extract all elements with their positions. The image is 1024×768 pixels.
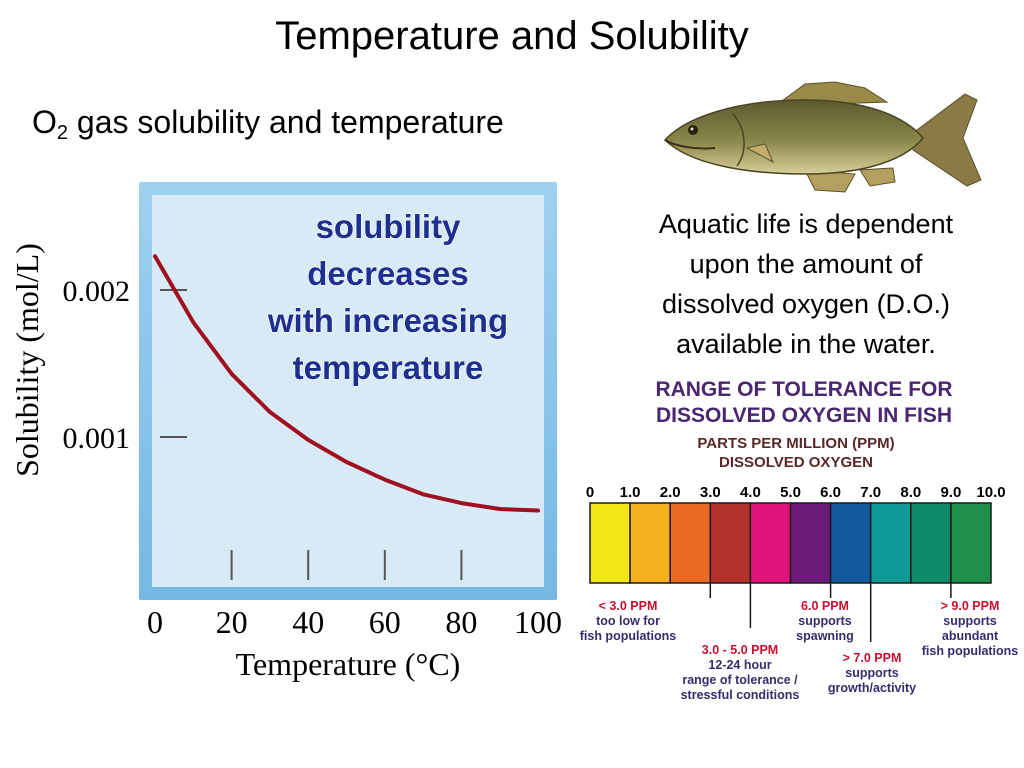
ppm-note-line: > 9.0 PPM [941, 599, 1000, 613]
aquatic-line: available in the water. [676, 329, 936, 359]
solubility-curve [153, 254, 540, 513]
y-axis-label: Solubility (mol/L) [9, 243, 45, 477]
solubility-chart: 0.001 0.002 0 20 40 60 80 100 Temperature (°C)… [9, 182, 562, 682]
oxygen-tolerance-chart: RANGE OF TOLERANCE FOR DISSOLVED OXYGEN … [580, 378, 1019, 702]
subtitle-subscript: 2 [56, 122, 69, 144]
ppm-note-line: stressful conditions [681, 688, 800, 702]
ppm-band [669, 502, 712, 584]
ppm-note-line: supports [845, 666, 899, 680]
ppm-note-line: fish populations [580, 629, 677, 643]
ppm-scale-label: 3.0 [700, 484, 721, 501]
ppm-note-line: too low for [596, 614, 660, 628]
ppm-band [950, 502, 992, 584]
ppm-note-line: growth/activity [828, 681, 916, 695]
y-tick-labels: 0.001 0.002 [63, 275, 131, 455]
x-tick-label: 100 [514, 604, 562, 640]
fish-image [663, 81, 982, 193]
annotation-line: with increasing [267, 302, 508, 339]
x-tick-label: 80 [445, 604, 477, 640]
ppm-band [869, 502, 912, 584]
ppm-note-line: 3.0 - 5.0 PPM [702, 643, 778, 657]
ppm-scale-label: 8.0 [900, 484, 921, 501]
ppm-band [589, 502, 631, 584]
x-tick-label: 20 [216, 604, 248, 640]
annotation-line: solubility [316, 208, 461, 245]
annotation-line: temperature [293, 349, 484, 386]
x-tick-label: 40 [292, 604, 324, 640]
x-tick-label: 60 [369, 604, 401, 640]
ppm-band [749, 502, 792, 584]
ppm-note-line: supports [943, 614, 997, 628]
ppm-scale-label: 2.0 [660, 484, 681, 501]
tolerance-title-line: RANGE OF TOLERANCE FOR [655, 378, 952, 401]
ppm-note-line: spawning [796, 629, 854, 643]
tolerance-title-line: DISSOLVED OXYGEN IN FISH [656, 404, 952, 427]
x-tick-labels: 0 20 40 60 80 100 [147, 604, 562, 640]
ppm-scale: 0 1.0 2.0 3.0 4.0 5.0 6.0 7.0 8.0 9.0 10.0 [586, 484, 1006, 501]
chart-annotation: solubility decreases with increasing temper… [266, 207, 508, 386]
ppm-color-bar [589, 502, 992, 584]
ppm-note-line: 6.0 PPM [801, 599, 849, 613]
aquatic-line: upon the amount of [689, 249, 923, 279]
ppm-note-line: < 3.0 PPM [599, 599, 658, 613]
ppm-scale-label: 0 [586, 484, 594, 501]
ppm-band [709, 502, 752, 584]
ppm-note-line: supports [798, 614, 852, 628]
plot-area [152, 195, 544, 587]
slide-title: Temperature and Solubility [275, 14, 749, 58]
subtitle-prefix: O [32, 104, 57, 140]
annotation-line: decreases [307, 255, 468, 292]
ppm-scale-label: 4.0 [740, 484, 761, 501]
y-tick-label: 0.002 [63, 275, 131, 308]
tolerance-subtitle-line: PARTS PER MILLION (PPM) [697, 435, 894, 452]
ppm-note-line: 12-24 hour [708, 658, 771, 672]
x-axis-label: Temperature (°C) [236, 646, 461, 682]
ppm-note-line: abundant [942, 629, 999, 643]
x-ticks [230, 550, 463, 580]
ppm-band [910, 502, 952, 584]
ppm-band [829, 502, 872, 584]
ppm-band [629, 502, 671, 584]
subtitle-text: gas solubility and temperature [68, 104, 504, 140]
ppm-note-line: range of tolerance / [682, 673, 798, 687]
ppm-scale-label: 6.0 [820, 484, 841, 501]
ppm-scale-label: 5.0 [780, 484, 801, 501]
slide-subtitle: O2 gas solubility and temperature [32, 104, 504, 145]
aquatic-line: dissolved oxygen (D.O.) [661, 289, 951, 319]
y-tick-label: 0.001 [63, 422, 131, 455]
ppm-scale-label: 9.0 [940, 484, 961, 501]
ppm-scale-label: 10.0 [976, 484, 1005, 501]
aquatic-line: Aquatic life is dependent [658, 209, 954, 239]
aquatic-life-text: Aquatic life is dependent upon the amoun… [600, 204, 1012, 364]
ppm-scale-label: 1.0 [620, 484, 641, 501]
ppm-note-line: fish populations [922, 644, 1019, 658]
ppm-scale-label: 7.0 [860, 484, 881, 501]
x-tick-label: 0 [147, 604, 163, 640]
tolerance-subtitle-line: DISSOLVED OXYGEN [719, 454, 873, 471]
ppm-note-line: > 7.0 PPM [843, 651, 902, 665]
ppm-band [789, 502, 832, 584]
